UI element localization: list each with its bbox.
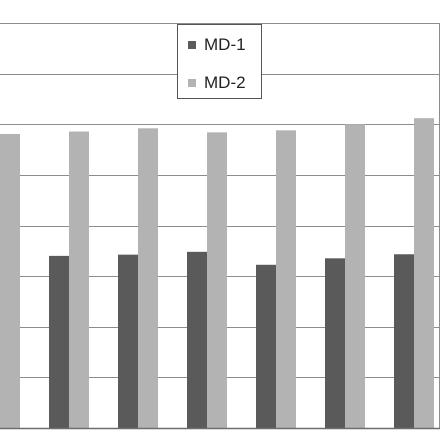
legend-label: MD-2 (204, 73, 246, 92)
bar-md-1-2 (49, 255, 69, 428)
bar-md-2-1 (0, 133, 20, 428)
bar-md-2-3 (138, 128, 158, 429)
legend-item-md-1: MD-1 (188, 34, 246, 56)
bar-md-2-7 (414, 118, 434, 429)
bar-md-1-7 (394, 254, 414, 428)
bar-md-2-6 (345, 124, 365, 428)
bar-md-1-4 (187, 251, 207, 428)
legend-swatch-md-2 (188, 79, 196, 87)
legend: MD-1 MD-2 (177, 24, 262, 99)
bar-md-1-5 (256, 264, 276, 428)
legend-item-md-2: MD-2 (188, 72, 246, 94)
legend-swatch-md-1 (188, 41, 196, 49)
legend-label: MD-1 (204, 35, 246, 54)
bar-md-1-6 (325, 258, 345, 428)
bar-md-1-3 (118, 254, 138, 428)
bar-md-2-4 (207, 132, 227, 428)
bar-md-2-2 (69, 131, 89, 429)
bar-md-2-5 (276, 130, 296, 428)
